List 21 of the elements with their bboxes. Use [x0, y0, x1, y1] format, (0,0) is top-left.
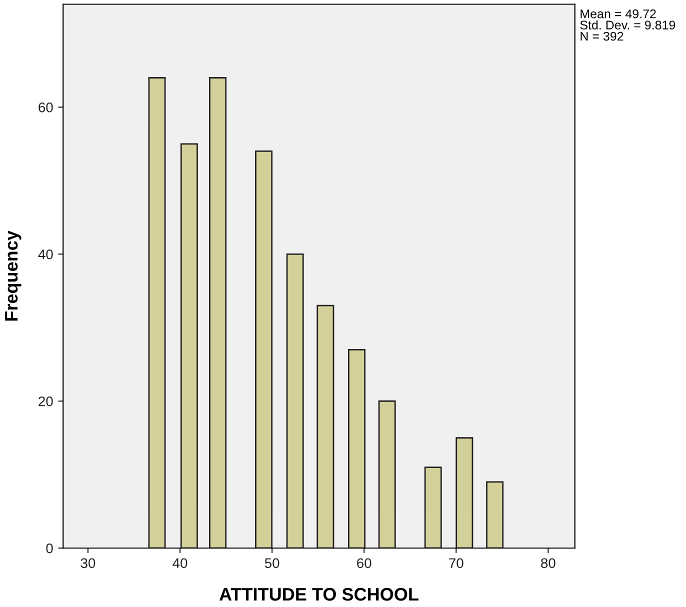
bar	[486, 481, 504, 548]
x-axis-title: ATTITUDE TO SCHOOL	[219, 588, 418, 601]
x-tick-label: 70	[449, 558, 464, 568]
text: Mean = 49.72 Std. Dev. = 9.819 N = 392	[580, 9, 676, 41]
bar	[424, 466, 442, 548]
x-tick-label: 80	[541, 558, 556, 568]
bar	[148, 77, 166, 548]
bar	[378, 400, 396, 548]
bar	[316, 304, 334, 548]
y-axis-title: Frequency	[5, 230, 22, 321]
x-tick-label: 60	[357, 558, 372, 568]
bar	[180, 143, 198, 548]
x-tick-label: 40	[172, 558, 188, 568]
bar	[208, 77, 226, 548]
x-tick-label: 50	[264, 558, 280, 568]
bar	[286, 253, 304, 548]
y-tick-label: 60	[38, 102, 53, 112]
y-tick-label: 20	[38, 396, 53, 406]
y-tick-label: 0	[46, 543, 53, 554]
x-tick-label: 30	[80, 558, 96, 568]
y-tick-label: 40	[38, 249, 53, 260]
